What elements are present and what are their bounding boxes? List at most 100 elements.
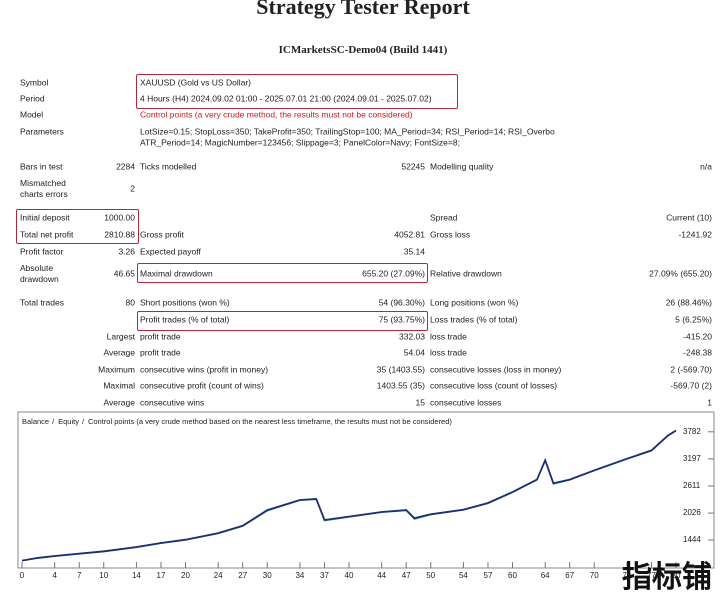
x-tick-label: 40 — [345, 571, 354, 580]
stat-value: 655.20 (27.09%) — [362, 268, 425, 279]
stat-value: 35 (1403.55) — [376, 364, 425, 375]
y-tick-label: 2026 — [683, 508, 701, 517]
stat-value: 27.09% (655.20) — [649, 268, 712, 279]
stat-label: Loss trades (% of total) — [430, 314, 518, 325]
x-tick-label: 14 — [132, 571, 141, 580]
legend-separator: / — [82, 417, 85, 426]
stat-label: loss trade — [430, 347, 467, 358]
info-value: ATR_Period=14; MagicNumber=123456; Slipp… — [140, 137, 460, 148]
stat-label: Total trades — [20, 297, 64, 308]
info-label: Period — [20, 93, 45, 104]
stat-value: -569.70 (2) — [670, 380, 712, 391]
y-tick-label: 1444 — [683, 535, 701, 544]
stat-label: consecutive losses (loss in money) — [430, 364, 562, 375]
stat-value: 52245 — [401, 161, 425, 172]
stat-value: -1241.92 — [678, 229, 712, 240]
info-value: XAUUSD (Gold vs US Dollar) — [140, 77, 251, 88]
stat-value: 3.26 — [118, 246, 135, 257]
plot-frame — [17, 411, 715, 569]
stat-value: 2284 — [116, 161, 135, 172]
watermark: 指标铺 — [622, 560, 712, 595]
highlight-box — [137, 263, 428, 283]
x-tick-label: 74 — [622, 571, 631, 580]
x-tick-label: 64 — [541, 571, 550, 580]
stat-label: loss trade — [430, 331, 467, 342]
info-label: Parameters — [20, 126, 64, 137]
stat-value: 54.04 — [403, 347, 425, 358]
stat-value: 4052.81 — [394, 229, 425, 240]
x-tick-label: 4 — [52, 571, 57, 580]
stat-label: Average — [103, 397, 135, 408]
stat-label: profit trade — [140, 347, 181, 358]
stat-label: Largest — [106, 331, 135, 342]
legend-equity: Equity — [58, 417, 79, 426]
server-build: ICMarketsSC-Demo04 (Build 1441) — [278, 44, 448, 56]
stat-value: 2 (-569.70) — [670, 364, 712, 375]
y-tick-label: 2611 — [683, 481, 701, 490]
stat-value: 2 — [130, 183, 135, 194]
x-tick-label: 57 — [484, 571, 493, 580]
info-value: Control points (a very crude method, the… — [140, 109, 413, 120]
highlight-box — [16, 209, 139, 244]
x-tick-label: 50 — [426, 571, 435, 580]
stat-label: Profit trades (% of total) — [140, 314, 230, 325]
stat-value: 54 (96.30%) — [378, 297, 425, 308]
x-tick-label: 70 — [590, 571, 599, 580]
stat-value: 26 (88.46%) — [665, 297, 712, 308]
x-tick-label: 24 — [214, 571, 223, 580]
stat-label: Gross loss — [430, 229, 471, 240]
stat-value: 46.65 — [113, 268, 135, 279]
stat-label: Profit factor — [20, 246, 64, 257]
highlight-box — [137, 311, 428, 331]
x-tick-label: 60 — [508, 571, 517, 580]
stat-label: Short positions (won %) — [140, 297, 230, 308]
x-tick-label: 17 — [157, 571, 166, 580]
legend-note: Control points (a very crude method base… — [88, 417, 452, 426]
stat-value: 75 (93.75%) — [378, 314, 425, 325]
stat-value: -415.20 — [683, 331, 712, 342]
stat-label: Absolute drawdown — [20, 263, 59, 284]
x-tick-label: 10 — [99, 571, 108, 580]
stat-label: Mismatched charts errors — [20, 178, 68, 199]
stat-value: -248.38 — [683, 347, 712, 358]
info-value: LotSize=0.15; StopLoss=350; TakeProfit=3… — [140, 126, 555, 137]
info-value: 4 Hours (H4) 2024.09.02 01:00 - 2025.07.… — [140, 93, 432, 104]
stat-label: Initial deposit — [20, 212, 70, 223]
stat-label: consecutive loss (count of losses) — [430, 380, 558, 391]
stat-label: Maximum — [98, 364, 135, 375]
stat-label: profit trade — [140, 331, 181, 342]
x-tick-label: 80 — [672, 571, 681, 580]
stat-label: consecutive losses — [430, 397, 502, 408]
stat-value: 80 — [125, 297, 135, 308]
stat-label: consecutive wins (profit in money) — [140, 364, 269, 375]
stat-value: 332.03 — [399, 331, 425, 342]
stat-value: 1 — [707, 397, 712, 408]
highlight-box — [136, 74, 458, 109]
stat-label: Total net profit — [20, 229, 74, 240]
stat-label: Gross profit — [140, 229, 184, 240]
stat-label: Relative drawdown — [430, 268, 502, 279]
info-label: Model — [20, 109, 44, 120]
report-title: Strategy Tester Report — [256, 0, 470, 19]
stat-value: n/a — [700, 161, 712, 172]
legend-separator: / — [52, 417, 55, 426]
stat-value: 1403.55 (35) — [376, 380, 425, 391]
balance-line — [21, 429, 677, 562]
x-tick-label: 44 — [377, 571, 386, 580]
legend-balance: Balance — [22, 417, 49, 426]
stat-label: consecutive profit (count of wins) — [140, 380, 264, 391]
stat-value: 2810.88 — [104, 229, 135, 240]
x-tick-label: 47 — [402, 571, 411, 580]
x-tick-label: 77 — [647, 571, 656, 580]
stat-value: 15 — [415, 397, 425, 408]
info-label: Symbol — [20, 77, 49, 88]
y-tick-label: 3782 — [683, 427, 701, 436]
stat-value: 35.14 — [403, 246, 425, 257]
stat-label: Maximal drawdown — [140, 268, 213, 279]
stat-label: Maximal — [103, 380, 135, 391]
stat-label: Average — [103, 347, 135, 358]
x-tick-label: 54 — [459, 571, 468, 580]
stat-label: Bars in test — [20, 161, 63, 172]
